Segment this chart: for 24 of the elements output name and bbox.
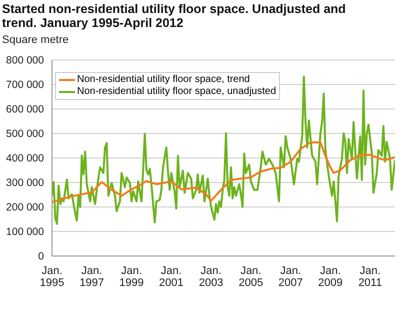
y-tick-label: 700 000 <box>6 79 44 92</box>
legend-label: Non-residential utility floor space, unadjusted <box>77 86 276 98</box>
legend-label: Non-residential utility floor space, trend <box>77 74 250 86</box>
x-tick-label: Jan. 1999 <box>119 265 144 289</box>
y-axis-title: Square metre <box>2 34 69 46</box>
line-series <box>52 76 395 225</box>
y-tick-label: 100 000 <box>6 226 44 238</box>
y-tick-label: 400 000 <box>6 152 44 165</box>
x-tick-label: Jan. 2005 <box>238 265 264 289</box>
x-tick-label: Jan. 1995 <box>40 265 64 289</box>
y-tick-label: 200 000 <box>6 202 44 214</box>
line-series <box>52 141 395 204</box>
x-tick-label: Jan. 2011 <box>358 265 382 289</box>
x-tick-label: Jan. 2001 <box>159 265 184 289</box>
x-tick-label: Jan. 1997 <box>80 265 104 289</box>
x-tick-label: Jan. 2007 <box>278 265 303 289</box>
x-tick-label: Jan. 2003 <box>198 265 224 289</box>
y-tick-label: 300 000 <box>6 177 44 190</box>
x-tick-label: Jan. 2009 <box>318 265 343 289</box>
y-tick-label: 0 <box>38 250 44 263</box>
chart-title: Started non-residential utility floor space. Unadjusted and trend. January 1995-April 2012 <box>2 2 347 30</box>
y-tick-label: 800 000 <box>6 54 44 67</box>
y-tick-label: 600 000 <box>6 104 44 116</box>
y-tick-label: 500 000 <box>6 128 44 140</box>
